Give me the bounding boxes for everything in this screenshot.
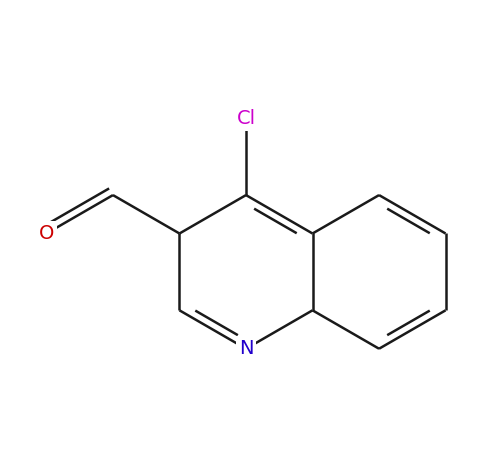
Text: O: O bbox=[39, 224, 54, 243]
Text: Cl: Cl bbox=[237, 109, 255, 128]
Text: N: N bbox=[239, 339, 253, 358]
